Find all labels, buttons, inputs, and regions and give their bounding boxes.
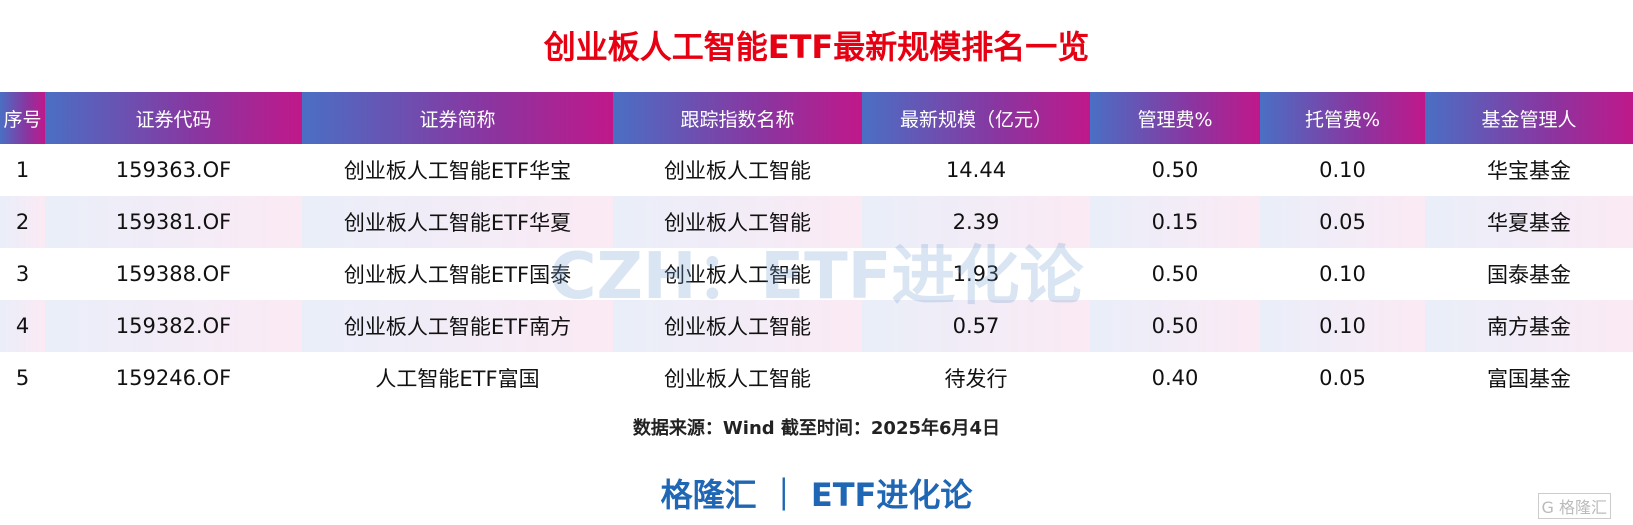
table-row: 4 159382.OF 创业板人工智能ETF南方 创业板人工智能 0.57 0.50 0.1… (0, 300, 1633, 352)
table-cell: 创业板人工智能ETF华宝 (343, 159, 572, 183)
column-header: 最新规模（亿元） (862, 92, 1090, 144)
table-cell: 159381.OF (45, 196, 302, 248)
table-cell: 南方基金 (1425, 300, 1633, 352)
table-cell: 创业板人工智能 (613, 300, 862, 352)
table-cell: 待发行 (944, 367, 1008, 391)
table-cell: 2.39 (862, 196, 1090, 248)
table-cell: 0.15 (1090, 196, 1260, 248)
table-cell: 0.10 (1260, 300, 1425, 352)
table-cell: 3 (15, 262, 30, 286)
table-cell: 创业板人工智能 (664, 367, 811, 391)
header-row: 序号 证券代码 证券简称 跟踪指数名称 最新规模（亿元） 管理费% 托管费% 基金管理人 (0, 92, 1633, 144)
table-cell: 0.05 (1260, 196, 1425, 248)
table-cell: 创业板人工智能 (664, 263, 811, 287)
column-header: 证券代码 (45, 92, 302, 144)
table-cell: 1 (15, 158, 30, 182)
brand-logo: G 格隆汇 (1537, 493, 1611, 519)
table-cell: 富国基金 (1487, 367, 1571, 391)
table-cell: 创业板人工智能 (613, 196, 862, 248)
table-cell: 0.40 (1151, 366, 1199, 390)
page-title: 创业板人工智能ETF最新规模排名一览 (543, 28, 1090, 66)
table-cell: 人工智能ETF富国 (375, 367, 540, 391)
table-cell: 创业板人工智能 (664, 159, 811, 183)
column-header: 序号 (0, 92, 45, 144)
table-cell: 2 (0, 196, 45, 248)
table-cell: 4 (0, 300, 45, 352)
column-header: 管理费% (1090, 92, 1260, 144)
column-header: 基金管理人 (1425, 92, 1633, 144)
table-cell: 0.50 (1090, 300, 1260, 352)
table-cell: 国泰基金 (1487, 263, 1571, 287)
table-cell: 1.93 (952, 262, 1000, 286)
table-cell: 0.10 (1319, 158, 1366, 182)
table-cell: 159363.OF (115, 158, 232, 182)
column-header: 跟踪指数名称 (613, 92, 862, 144)
table-cell: 0.50 (1151, 158, 1199, 182)
table-cell: 华宝基金 (1487, 159, 1571, 183)
table-cell: 159382.OF (45, 300, 302, 352)
table-row: 2 159381.OF 创业板人工智能ETF华夏 创业板人工智能 2.39 0.15 0.0… (0, 196, 1633, 248)
table-cell: 0.05 (1319, 366, 1366, 390)
table-cell: 0.57 (862, 300, 1090, 352)
table-cell: 159246.OF (115, 366, 232, 390)
table-cell: 创业板人工智能ETF南方 (302, 300, 613, 352)
table-row: 5 159246.OF 人工智能ETF富国 创业板人工智能 待发行 0.40 0.05 富国基… (0, 352, 1633, 404)
table-row: 3 159388.OF 创业板人工智能ETF国泰 创业板人工智能 1.93 0.50 0.1… (0, 248, 1633, 300)
table-cell: 0.10 (1319, 262, 1366, 286)
footer-brand: 格隆汇 ｜ ETF进化论 (660, 476, 973, 514)
table-cell: 创业板人工智能ETF国泰 (343, 263, 572, 287)
table-cell: 5 (15, 366, 30, 390)
table-cell: 14.44 (945, 158, 1007, 182)
column-header: 托管费% (1260, 92, 1425, 144)
source-note: 数据来源：Wind 截至时间：2025年6月4日 (632, 418, 1001, 439)
column-header: 证券简称 (302, 92, 613, 144)
table-row: 1 159363.OF 创业板人工智能ETF华宝 创业板人工智能 14.44 0.50 0.… (0, 144, 1633, 196)
table-cell: 创业板人工智能ETF华夏 (302, 196, 613, 248)
table-cell: 华夏基金 (1425, 196, 1633, 248)
table-cell: 0.50 (1151, 262, 1199, 286)
table-cell: 159388.OF (115, 262, 232, 286)
